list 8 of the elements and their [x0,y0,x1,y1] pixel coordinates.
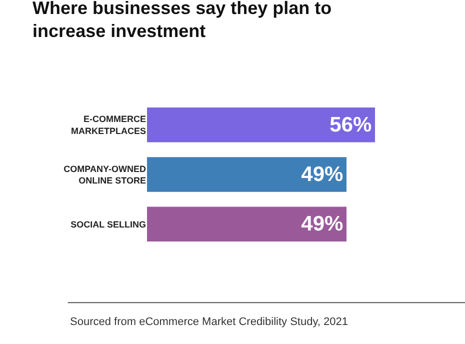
text: Sourced from eCommerce Market Credibility Study, 2021 [70,316,348,328]
y-tick-label: SOCIAL SELLING [70,219,146,230]
data-label: 56% [330,113,372,136]
data-label: 49% [301,212,344,236]
data-label: 49% [301,163,344,186]
y-tick-label: COMPANY-OWNED ONLINE STORE [64,164,146,186]
y-tick-label: E-COMMERCE MARKETPLACES [70,114,146,136]
chart-title: Where businesses say they plan to increase investment [32,0,332,42]
